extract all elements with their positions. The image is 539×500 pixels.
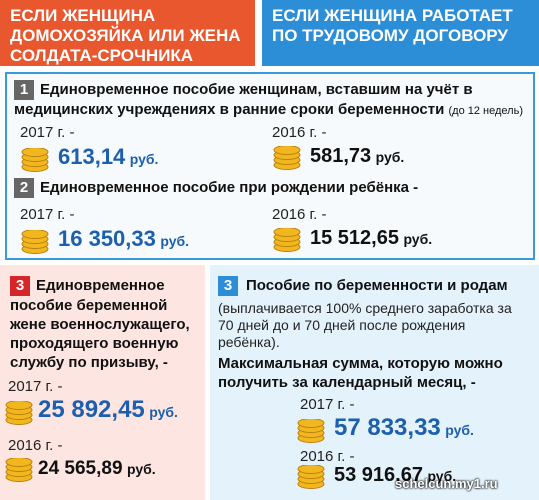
coin-stack (5, 399, 33, 425)
coin-stack (21, 228, 49, 254)
coin-icon (20, 146, 52, 172)
coin-stack (297, 417, 325, 443)
coin-icon (296, 417, 328, 443)
year: 2016 г. - (300, 448, 355, 465)
amount: 16 350,33 (58, 226, 156, 251)
amount: 57 833,33 (334, 414, 441, 441)
unit: руб. (129, 151, 159, 167)
item2-title: 2 Единовременное пособие при рождении реб… (14, 178, 529, 198)
left-title: 3 Единовременное пособие беременной жене … (10, 276, 200, 372)
header-left: ЕСЛИ ЖЕНЩИНА ДОМОХОЗЯЙКА ИЛИ ЖЕНА СОЛДАТ… (0, 0, 255, 66)
amount-row: 16 350,33 руб. (20, 226, 189, 254)
coin (5, 399, 33, 410)
item1-text: Единовременное пособие женщинам, вставши… (14, 81, 473, 118)
right-title: 3 Пособие по беременности и родам (218, 276, 533, 296)
amount-row: 53 916,67 руб. (296, 463, 457, 489)
unit: руб. (427, 468, 457, 484)
coin (297, 417, 325, 428)
item1-number: 1 (14, 80, 34, 100)
unit: руб. (160, 233, 190, 249)
coin (297, 463, 325, 474)
unit: руб. (445, 422, 474, 438)
coin (21, 146, 49, 157)
unit: руб. (149, 404, 178, 420)
unit: руб. (375, 149, 405, 165)
amount-row: 24 565,89 руб. (4, 457, 156, 482)
year: 2016 г. - (272, 124, 327, 141)
amount-row: 57 833,33 руб. (296, 414, 474, 443)
watermark: schelcun.my1.ru (395, 476, 498, 491)
coin-stack (21, 146, 49, 172)
coin-icon (4, 457, 36, 482)
coin-stack (273, 144, 301, 170)
coin-icon (4, 399, 36, 425)
item1-title: 1 Единовременное пособие женщинам, вставш… (14, 80, 529, 121)
coin (273, 144, 301, 155)
amount-row: 581,73 руб. (272, 144, 405, 170)
year: 2016 г. - (8, 437, 63, 454)
item2-number: 2 (14, 178, 34, 198)
shared-panel (5, 72, 535, 260)
unit: руб. (403, 231, 433, 247)
left-text: Единовременное пособие беременной жене в… (10, 277, 190, 371)
right-panel (210, 265, 539, 500)
amount: 53 916,67 (334, 464, 423, 486)
coin (5, 457, 33, 467)
year: 2017 г. - (20, 206, 75, 223)
coin-stack (273, 226, 301, 252)
coin-stack (297, 463, 325, 489)
coin-icon (272, 226, 304, 252)
coin (273, 226, 301, 237)
item1-note: (до 12 недель) (448, 105, 523, 117)
amount-row: 15 512,65 руб. (272, 226, 433, 252)
amount: 25 892,45 (38, 396, 145, 423)
amount-row: 25 892,45 руб. (4, 396, 178, 425)
right-note: (выплачивается 100% среднего заработка з… (218, 300, 512, 350)
header-right: ЕСЛИ ЖЕНЩИНА РАБОТАЕТ ПО ТРУДОВОМУ ДОГОВ… (262, 0, 539, 66)
amount: 613,14 (58, 144, 126, 169)
coin-icon (272, 144, 304, 170)
coin-icon (296, 463, 328, 489)
amount: 581,73 (310, 145, 372, 167)
unit: руб. (126, 461, 156, 478)
right-subtitle: Максимальная сумма, которую можно получи… (218, 355, 503, 391)
item2-text: Единовременное пособие при рождении ребё… (40, 179, 419, 196)
right-text: Пособие по беременности и родам (246, 277, 508, 294)
left-number: 3 (10, 276, 30, 296)
year: 2017 г. - (20, 124, 75, 141)
amount-row: 613,14 руб. (20, 144, 158, 172)
coin-stack (5, 457, 33, 482)
year: 2016 г. - (272, 206, 327, 223)
year: 2017 г. - (300, 396, 355, 413)
coin-icon (20, 228, 52, 254)
amount: 15 512,65 (310, 227, 399, 249)
left-panel (0, 265, 205, 500)
amount: 24 565,89 (38, 458, 123, 480)
year: 2017 г. - (8, 378, 63, 395)
right-number: 3 (218, 276, 238, 296)
coin (21, 228, 49, 239)
